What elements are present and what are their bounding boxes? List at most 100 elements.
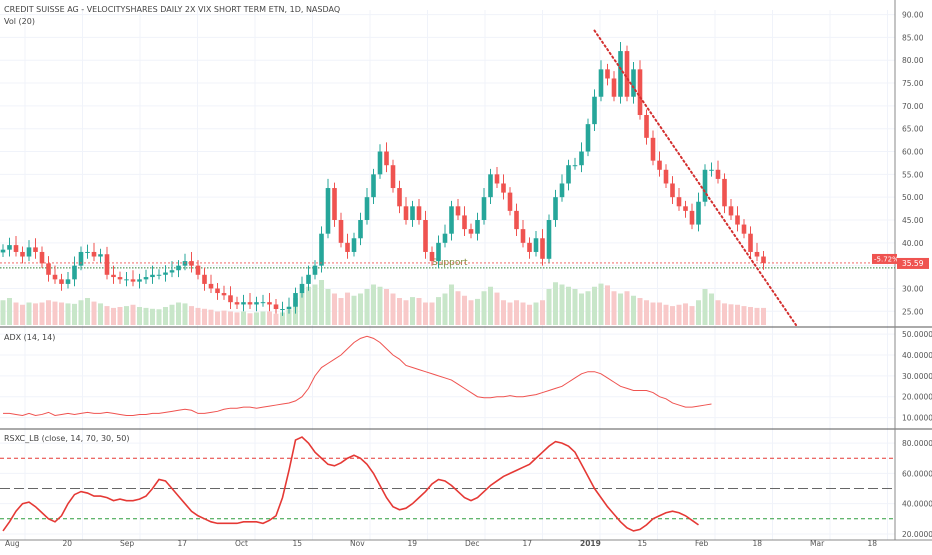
candle-body xyxy=(98,254,103,257)
volume-bar xyxy=(637,298,643,325)
y-tick-label: 50.00 xyxy=(902,193,924,202)
candle-body xyxy=(598,69,604,97)
volume-bar xyxy=(163,307,168,325)
volume-bar xyxy=(59,302,64,325)
x-tick-label: 15 xyxy=(293,539,303,548)
y-tick-label: 10.0000 xyxy=(902,414,932,423)
x-tick-label: 18 xyxy=(753,539,763,548)
volume-bar xyxy=(130,304,136,325)
volume-bar xyxy=(468,300,474,325)
change-label: -5.72% xyxy=(874,255,899,263)
candle-body xyxy=(689,210,695,225)
volume-bar xyxy=(696,300,701,325)
candle-body xyxy=(650,137,656,161)
volume-bar xyxy=(702,289,708,325)
volume-bar xyxy=(241,311,246,325)
volume-bar xyxy=(572,289,578,325)
candle-body xyxy=(618,51,623,97)
candle-body xyxy=(488,174,493,198)
volume-bar xyxy=(533,302,539,325)
y-tick-label: 20.0000 xyxy=(902,530,932,539)
x-tick-label: Sep xyxy=(120,539,134,548)
candle-body xyxy=(514,210,519,230)
candle-body xyxy=(715,169,721,179)
volume-bar xyxy=(182,303,188,325)
y-tick-label: 30.0000 xyxy=(902,372,932,381)
volume-bar xyxy=(501,300,506,325)
volume-bar xyxy=(0,300,6,325)
volume-bar xyxy=(46,300,51,325)
volume-bar xyxy=(507,302,513,325)
volume-bar xyxy=(150,308,155,325)
volume-bar xyxy=(442,293,448,325)
candle-body xyxy=(728,206,734,216)
candle-body xyxy=(117,277,123,280)
volume-bar xyxy=(605,285,610,325)
candle-body xyxy=(364,197,370,220)
candle-body xyxy=(39,251,45,264)
trendline xyxy=(593,29,797,326)
candle-body xyxy=(299,283,305,294)
candle-body xyxy=(397,188,402,207)
y-tick-label: 60.00 xyxy=(902,148,924,157)
candle-body xyxy=(72,265,77,280)
volume-bar xyxy=(111,307,116,325)
volume-bar xyxy=(221,310,227,325)
candle-body xyxy=(325,188,331,234)
candle-body xyxy=(468,229,474,234)
x-tick-label: Nov xyxy=(350,539,365,548)
volume-bar xyxy=(546,289,552,325)
y-tick-label: 40.0000 xyxy=(902,351,932,360)
volume-bar xyxy=(228,311,233,325)
volume-bar xyxy=(514,300,519,325)
volume-bar xyxy=(715,300,721,325)
candle-body xyxy=(748,233,753,252)
candle-body xyxy=(624,51,630,97)
volume-bar xyxy=(169,304,175,325)
volume-bar xyxy=(520,302,526,325)
volume-bar xyxy=(494,292,500,325)
volume-bar xyxy=(429,302,435,325)
volume-bar xyxy=(345,292,350,325)
candle-body xyxy=(280,309,285,311)
candle-body xyxy=(228,295,233,303)
volume-bar xyxy=(436,297,441,325)
candle-body xyxy=(416,206,422,220)
y-tick-label: 65.00 xyxy=(902,125,924,134)
volume-bar xyxy=(579,293,584,325)
volume-bar xyxy=(39,302,45,325)
volume-bar xyxy=(20,304,25,325)
y-tick-label: 50.0000 xyxy=(902,330,932,339)
candle-body xyxy=(52,274,58,280)
volume-bar xyxy=(202,308,207,325)
candle-body xyxy=(390,165,396,189)
volume-bar xyxy=(644,300,649,325)
candle-body xyxy=(449,206,454,234)
candle-body xyxy=(676,197,682,207)
candle-body xyxy=(442,233,448,243)
adx-line xyxy=(3,335,712,417)
price-label: 35.59 xyxy=(902,259,924,268)
volume-bar xyxy=(137,307,142,325)
volume-bar xyxy=(280,312,285,325)
candle-body xyxy=(163,272,168,275)
volume-bar xyxy=(156,309,162,325)
volume-bar xyxy=(117,307,123,325)
candle-body xyxy=(631,69,636,97)
candle-body xyxy=(410,206,415,220)
candle-body xyxy=(741,224,747,234)
candle-body xyxy=(13,245,19,252)
y-tick-label: 90.00 xyxy=(902,11,924,20)
volume-bar xyxy=(358,293,363,325)
volume-bar xyxy=(741,306,747,325)
x-tick-label: Aug xyxy=(5,539,20,548)
candle-body xyxy=(540,238,545,259)
candle-body xyxy=(254,302,259,305)
candle-body xyxy=(644,115,649,138)
volume-bar xyxy=(410,297,415,325)
volume-bar xyxy=(566,286,571,325)
volume-bar xyxy=(104,306,110,325)
candle-body xyxy=(215,288,220,294)
candle-body xyxy=(169,270,175,273)
x-tick-label: 20 xyxy=(63,539,73,548)
